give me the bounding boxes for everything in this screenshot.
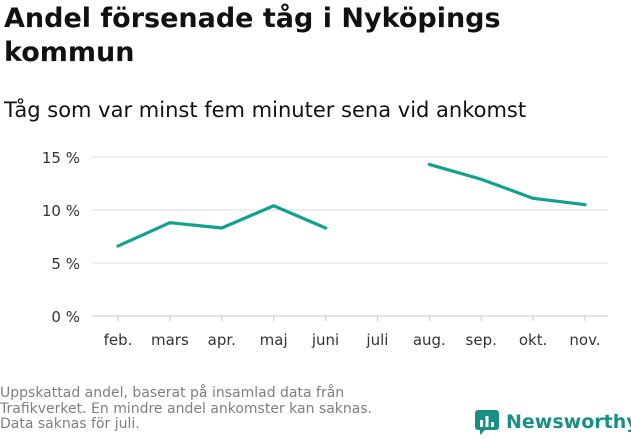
- x-tick-label: juli: [365, 331, 388, 349]
- footnote: Uppskattad andel, baserat på insamlad da…: [0, 385, 440, 433]
- x-tick-label: feb.: [104, 331, 133, 349]
- series-line: [427, 162, 587, 207]
- x-tick-label: mars: [151, 331, 189, 349]
- newsworthy-logo[interactable]: Newsworthy: [474, 405, 631, 439]
- x-tick-label: maj: [260, 331, 288, 349]
- bar-chart-logo-icon: [475, 410, 499, 435]
- x-tick-label: sep.: [466, 331, 497, 349]
- brand-name: Newsworthy: [506, 411, 631, 433]
- footnote-line: Trafikverket. En mindre andel ankomster …: [0, 400, 373, 417]
- x-tick-label: apr.: [208, 331, 236, 349]
- chart-subtitle: Tåg som var minst fem minuter sena vid a…: [4, 98, 527, 122]
- x-tick-label: juni: [311, 331, 339, 349]
- y-tick-label: 5 %: [51, 255, 80, 273]
- chart-title: Andel försenade tåg i Nyköpings kommun: [4, 3, 501, 68]
- x-tick-label: okt.: [519, 331, 548, 349]
- x-tick-label: nov.: [569, 331, 600, 349]
- y-tick-label: 15 %: [42, 149, 80, 167]
- x-tick-label: aug.: [413, 331, 446, 349]
- footnote-line: Data saknas för juli.: [0, 416, 140, 432]
- series-line: [116, 204, 328, 248]
- y-tick-label: 10 %: [42, 202, 80, 220]
- y-tick-label: 0 %: [51, 308, 80, 326]
- footnote-line: Uppskattad andel, baserat på insamlad da…: [0, 385, 345, 401]
- line-chart: 0 % 5 % 10 % 15 % feb. mars apr. maj juni juli aug…: [42, 149, 608, 349]
